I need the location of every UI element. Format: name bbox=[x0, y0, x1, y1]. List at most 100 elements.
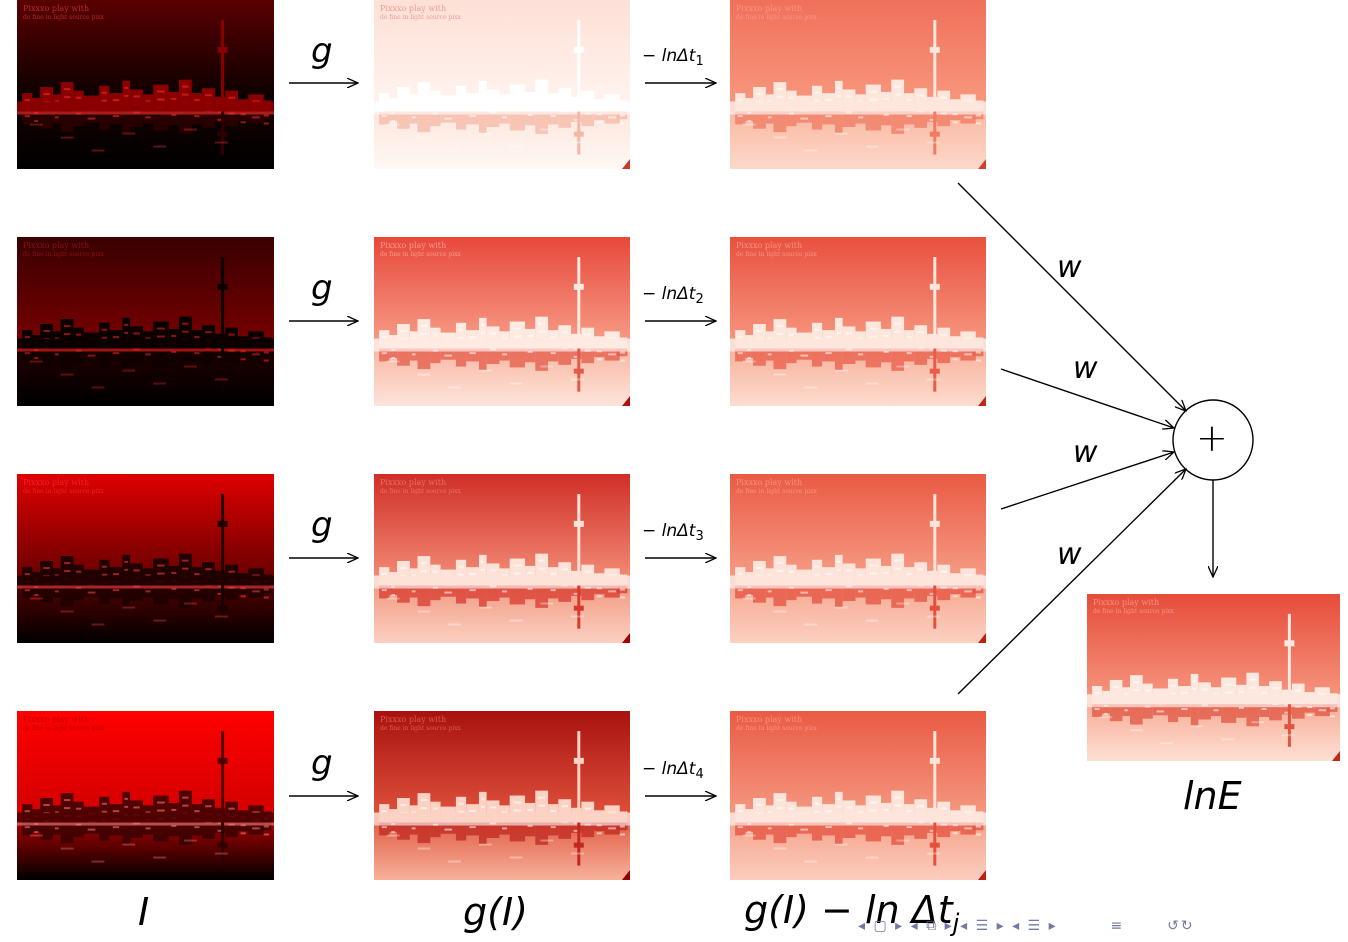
skyline-picture bbox=[17, 237, 274, 406]
image-caption-line: de fine in light source pixx bbox=[380, 488, 461, 495]
image-caption-line: de fine in light source pixx bbox=[23, 14, 104, 21]
image-caption-line: de fine in light source pixx bbox=[380, 14, 461, 21]
g-label-3: g bbox=[311, 505, 333, 545]
image-caption: Pixxxo play with de fine in light source … bbox=[380, 478, 461, 496]
radiance-image-3: Pixxxo play with de fine in light source … bbox=[730, 474, 986, 643]
skyline-picture bbox=[730, 711, 986, 880]
image-caption-line: Pixxxo play with bbox=[736, 478, 803, 487]
slide-navigation-bar: ◂ ▢ ▸ ◂ ⧉ ▸ ◂ ☰ ▸ ◂ ☰ ▸ ≡ ↺↻ bbox=[858, 918, 1348, 942]
image-caption: Pixxxo play with de fine in light source … bbox=[380, 4, 461, 22]
image-caption-line: de fine in light source pixx bbox=[736, 14, 817, 21]
image-caption-line: de fine in light source pixx bbox=[23, 251, 104, 258]
response-image-2: Pixxxo play with de fine in light source … bbox=[374, 237, 630, 406]
image-caption: Pixxxo play with de fine in light source … bbox=[736, 715, 817, 733]
frame-icon[interactable]: ▢ bbox=[873, 918, 889, 934]
input-image-1: Pixxxo play with de fine in light source … bbox=[17, 0, 274, 169]
nav-left-arrow-icon[interactable]: ◂ bbox=[910, 918, 920, 934]
image-caption: Pixxxo play with de fine in light source … bbox=[1093, 598, 1174, 616]
image-caption-line: de fine in light source pixx bbox=[380, 251, 461, 258]
image-caption-line: de fine in light source pixx bbox=[736, 488, 817, 495]
shift-label-4: − lnΔt4 bbox=[642, 759, 704, 782]
response-image-3: Pixxxo play with de fine in light source … bbox=[374, 474, 630, 643]
skyline-picture bbox=[374, 237, 630, 406]
weight-label-2: w bbox=[1073, 351, 1098, 386]
skyline-picture bbox=[730, 0, 986, 169]
image-caption-line: Pixxxo play with bbox=[23, 478, 90, 487]
column-label-input: I bbox=[138, 890, 150, 934]
image-caption-line: Pixxxo play with bbox=[380, 478, 447, 487]
column-label-response: g(I) bbox=[463, 890, 528, 934]
nav-right-arrow-icon[interactable]: ▸ bbox=[996, 918, 1006, 934]
output-label: lnE bbox=[1183, 774, 1242, 818]
image-caption-line: de fine in light source pixx bbox=[380, 725, 461, 732]
stack-icon[interactable]: ⧉ bbox=[926, 918, 939, 934]
image-caption-line: de fine in light source pixx bbox=[23, 488, 104, 495]
response-image-1: Pixxxo play with de fine in light source … bbox=[374, 0, 630, 169]
g-label-2: g bbox=[311, 268, 333, 308]
image-caption: Pixxxo play with de fine in light source … bbox=[23, 4, 104, 22]
skyline-picture bbox=[1087, 594, 1340, 761]
skyline-picture bbox=[17, 0, 274, 169]
weight-label-1: w bbox=[1057, 250, 1082, 285]
image-caption-line: de fine in light source pixx bbox=[23, 725, 104, 732]
shift-label-1: − lnΔt1 bbox=[642, 46, 704, 69]
section-icon[interactable]: ☰ bbox=[975, 918, 991, 934]
column-label-radiance: g(I) − ln Δtj bbox=[744, 888, 960, 937]
response-image-4: Pixxxo play with de fine in light source … bbox=[374, 711, 630, 880]
nav-left-arrow-icon[interactable]: ◂ bbox=[1012, 918, 1022, 934]
image-caption-line: Pixxxo play with bbox=[380, 4, 447, 13]
subsection-icon[interactable]: ☰ bbox=[1027, 918, 1043, 934]
nav-right-arrow-icon[interactable]: ▸ bbox=[944, 918, 954, 934]
input-image-4: Pixxxo play with de fine in light source … bbox=[17, 711, 274, 880]
output-lnE-image: Pixxxo play with de fine in light source … bbox=[1087, 594, 1340, 761]
radiance-image-4: Pixxxo play with de fine in light source … bbox=[730, 711, 986, 880]
skyline-picture bbox=[374, 711, 630, 880]
skyline-picture bbox=[730, 237, 986, 406]
image-caption-line: Pixxxo play with bbox=[380, 241, 447, 250]
nav-right-arrow-icon[interactable]: ▸ bbox=[895, 918, 905, 934]
nav-right-arrow-icon[interactable]: ▸ bbox=[1048, 918, 1058, 934]
image-caption-line: Pixxxo play with bbox=[23, 241, 90, 250]
weight-arrow-4 bbox=[957, 469, 1186, 695]
weight-arrow-3 bbox=[1000, 452, 1174, 510]
skyline-picture bbox=[374, 474, 630, 643]
image-caption: Pixxxo play with de fine in light source … bbox=[380, 241, 461, 259]
image-caption-line: Pixxxo play with bbox=[380, 715, 447, 724]
nav-left-arrow-icon[interactable]: ◂ bbox=[960, 918, 970, 934]
image-caption-line: de fine in light source pixx bbox=[1093, 608, 1174, 615]
image-caption-line: de fine in light source pixx bbox=[736, 725, 817, 732]
g-label-4: g bbox=[311, 743, 333, 783]
weight-arrow-1 bbox=[957, 182, 1186, 411]
weight-label-3: w bbox=[1073, 435, 1098, 470]
weight-label-4: w bbox=[1057, 537, 1082, 572]
radiance-image-1: Pixxxo play with de fine in light source … bbox=[730, 0, 986, 169]
image-caption-line: Pixxxo play with bbox=[23, 4, 90, 13]
radiance-image-2: Pixxxo play with de fine in light source … bbox=[730, 237, 986, 406]
skyline-picture bbox=[374, 0, 630, 169]
weight-arrow-2 bbox=[1000, 368, 1174, 428]
image-caption-line: Pixxxo play with bbox=[736, 4, 803, 13]
skyline-picture bbox=[730, 474, 986, 643]
skyline-picture bbox=[17, 474, 274, 643]
image-caption: Pixxxo play with de fine in light source … bbox=[736, 478, 817, 496]
skyline-picture bbox=[17, 711, 274, 880]
nav-left-arrow-icon[interactable]: ◂ bbox=[858, 918, 868, 934]
search-loop-icon[interactable]: ↺↻ bbox=[1167, 918, 1195, 934]
image-caption-line: Pixxxo play with bbox=[736, 241, 803, 250]
image-caption: Pixxxo play with de fine in light source … bbox=[23, 715, 104, 733]
image-caption-line: Pixxxo play with bbox=[23, 715, 90, 724]
align-icon[interactable]: ≡ bbox=[1110, 918, 1125, 934]
image-caption: Pixxxo play with de fine in light source … bbox=[23, 478, 104, 496]
image-caption: Pixxxo play with de fine in light source … bbox=[380, 715, 461, 733]
shift-label-2: − lnΔt2 bbox=[642, 284, 704, 307]
input-image-2: Pixxxo play with de fine in light source … bbox=[17, 237, 274, 406]
image-caption-line: Pixxxo play with bbox=[736, 715, 803, 724]
sum-symbol: + bbox=[1196, 416, 1228, 460]
image-caption: Pixxxo play with de fine in light source … bbox=[736, 4, 817, 22]
shift-label-3: − lnΔt3 bbox=[642, 521, 704, 544]
g-label-1: g bbox=[311, 31, 333, 71]
image-caption-line: de fine in light source pixx bbox=[736, 251, 817, 258]
image-caption: Pixxxo play with de fine in light source … bbox=[23, 241, 104, 259]
